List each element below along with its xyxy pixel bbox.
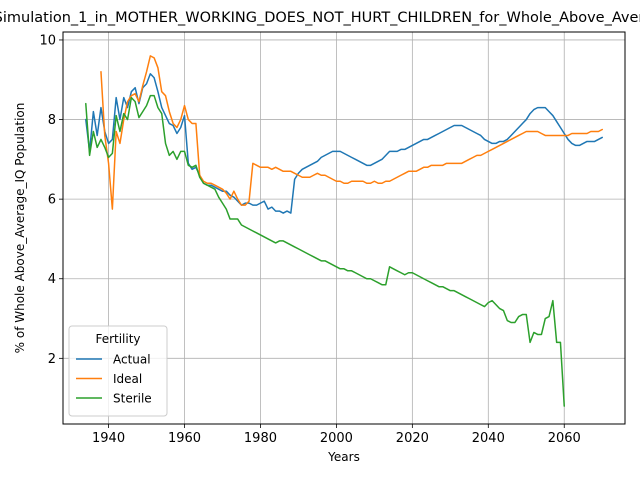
series-line-sterile [85, 94, 565, 407]
y-tick-label: 4 [48, 272, 56, 287]
legend: Fertility Actual Ideal Sterile [68, 325, 168, 417]
legend-title: Fertility [95, 332, 140, 346]
plot-frame [62, 31, 626, 425]
y-tick-label: 8 [48, 113, 56, 128]
series-line-actual [85, 73, 603, 214]
x-tick-label: 1980 [244, 431, 277, 446]
y-tick-label: 10 [39, 33, 56, 48]
x-tick-label: 2000 [320, 431, 353, 446]
x-tick-label: 1940 [92, 431, 125, 446]
x-tick-label: 2060 [548, 431, 581, 446]
y-tick-label: 2 [48, 352, 56, 367]
legend-entry-sterile: Sterile [113, 392, 152, 406]
series-line-ideal [100, 55, 603, 210]
axis-ticks: 1940 1960 1980 2000 2020 2040 2060 2 4 6 8 10 [39, 33, 580, 446]
legend-entry-actual: Actual [113, 353, 151, 367]
chart-title: Simulation_1_in_MOTHER_WORKING_DOES_NOT_… [0, 10, 640, 26]
legend-box [68, 325, 168, 417]
x-axis-label: Years [327, 450, 360, 464]
legend-entry-ideal: Ideal [113, 372, 142, 386]
series-lines [85, 55, 603, 407]
x-tick-label: 1960 [168, 431, 201, 446]
x-tick-label: 2040 [472, 431, 505, 446]
x-tick-label: 2020 [396, 431, 429, 446]
y-axis-label: % of Whole Above_Average_IQ Population [13, 103, 27, 354]
y-tick-label: 6 [48, 193, 56, 208]
